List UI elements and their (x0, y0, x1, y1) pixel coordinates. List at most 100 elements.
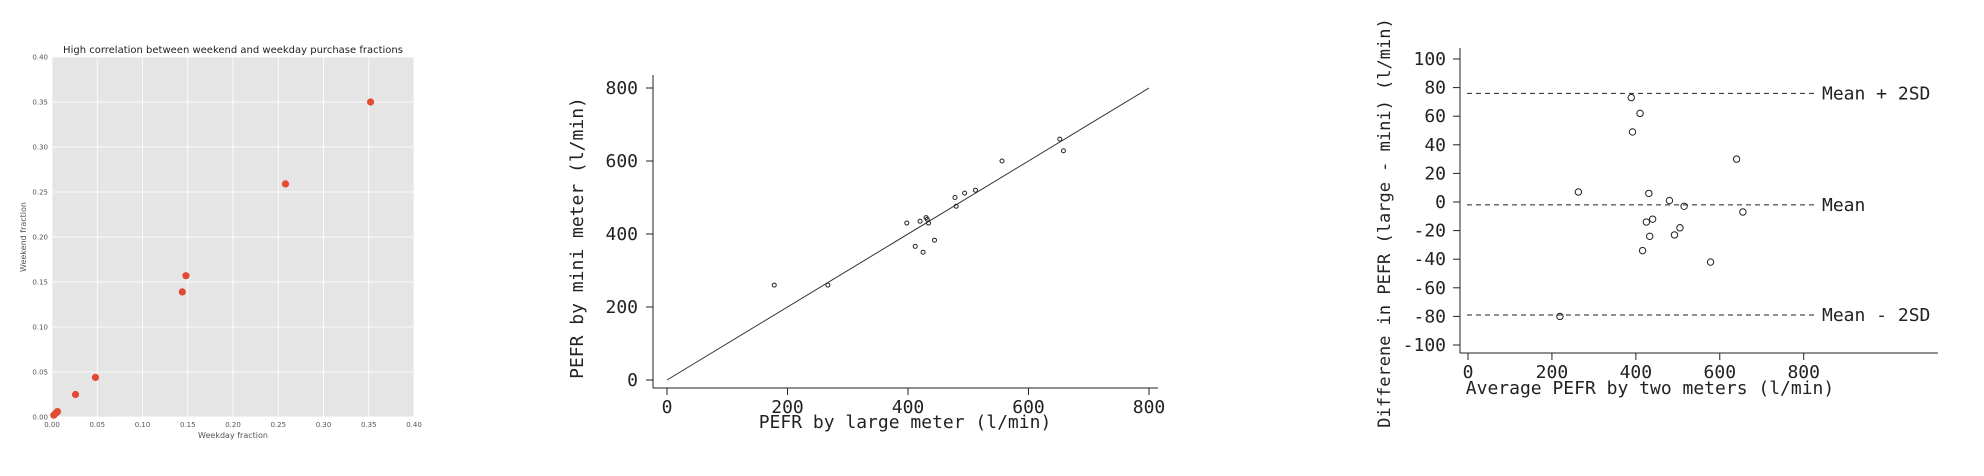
chart-1-gridlines (51, 56, 415, 418)
chart-2-x-tick-label: 600 (1012, 397, 1045, 418)
chart-2-data-point (771, 282, 777, 288)
chart-2-points (771, 136, 1066, 288)
chart-2-data-point (1057, 136, 1063, 142)
chart-1-data-point (71, 390, 80, 399)
chart-2-y-tick-label: 400 (605, 224, 638, 245)
chart-2-data-point (1060, 148, 1066, 154)
chart-3-y-ticks: 100 80 60 40 20 0 -20 -40 -60 -80 -100 (1403, 49, 1460, 356)
chart-1-x-tick-label: 0.25 (270, 421, 286, 429)
chart-2-data-point (912, 243, 918, 249)
chart-2-line-of-equality (666, 87, 1150, 381)
chart-3-y-tick-label: -40 (1413, 249, 1446, 270)
chart-3-data-point (1706, 258, 1715, 266)
chart-2-x-tick-label: 400 (892, 397, 925, 418)
chart-1-y-tick-label: 0.35 (32, 99, 48, 107)
chart-2-y-tick-label: 800 (605, 78, 638, 99)
chart-3-data-point (1680, 202, 1688, 210)
chart-2-data-point (999, 158, 1005, 164)
chart-1-data-point (182, 272, 190, 280)
chart-2-data-point (920, 249, 926, 255)
chart-3-y-axis-label: Differene in PEFR (large - mini) (l/min) (1375, 18, 1395, 427)
chart-1-x-tick-label: 0.10 (135, 421, 151, 429)
chart-2-y-axis-label: PEFR by mini meter (l/min) (567, 97, 588, 379)
chart-3-y-tick-label: -20 (1413, 221, 1446, 242)
chart-3-mean-label: Mean (1822, 195, 1865, 216)
chart-3-data-point (1574, 188, 1583, 196)
chart-3-reference-lines: Mean + 2SD Mean Mean - 2SD (1467, 83, 1930, 326)
chart-1-x-tick-label: 0.35 (361, 421, 377, 429)
chart-3-data-point (1628, 128, 1637, 136)
chart-1-x-tick-label: 0.15 (180, 421, 196, 429)
chart-3-data-point (1665, 196, 1674, 205)
chart-3-y-tick-label: 20 (1424, 163, 1446, 184)
chart-1-weekend-vs-weekday: 0.00 0.05 0.10 0.15 0.20 0.25 0.30 0.35 0.40 0.0… (19, 45, 422, 440)
chart-3-y-tick-label: 60 (1424, 106, 1446, 127)
chart-1-y-tick-label: 0.40 (32, 54, 48, 62)
chart-2-x-axis-label: PEFR by large meter (l/min) (759, 412, 1052, 433)
chart-3-x-tick-label: 800 (1787, 362, 1820, 383)
chart-1-x-axis-label: Weekday fraction (198, 431, 268, 440)
chart-1-x-tick-label: 0.00 (44, 421, 60, 429)
chart-2-y-tick-label: 200 (605, 297, 638, 318)
chart-2-x-ticks: 0 200 400 600 800 (662, 388, 1166, 418)
chart-1-y-tick-label: 0.20 (32, 234, 48, 242)
chart-2-pefr-comparison: 0 200 400 600 800 0 200 400 600 800 PEFR by larg… (567, 75, 1165, 433)
chart-1-y-tick-label: 0.00 (32, 414, 48, 422)
chart-3-data-point (1642, 218, 1651, 226)
chart-3-y-tick-label: 0 (1435, 192, 1446, 213)
chart-2-y-tick-label: 600 (605, 151, 638, 172)
chart-3-bland-altman: 0 200 400 600 800 100806040200-20-40-60-80-1… (1375, 18, 1938, 428)
chart-1-y-axis-label: Weekend fraction (19, 202, 28, 272)
chart-2-x-tick-label: 200 (771, 397, 804, 418)
chart-3-data-point (1646, 232, 1654, 241)
chart-2-y-ticks: 0 200 400 600 800 (605, 78, 653, 391)
chart-2-data-point (962, 190, 968, 196)
chart-3-mean-2sd-label: Mean + 2SD (1822, 83, 1930, 104)
chart-1-data-point (366, 98, 375, 106)
chart-1-y-tick-label: 0.10 (32, 324, 48, 332)
chart-2-data-point (825, 282, 831, 288)
chart-1-data-point (53, 408, 62, 416)
chart-3-y-tick-label: -60 (1413, 278, 1446, 299)
chart-1-y-tick-label: 0.15 (32, 279, 48, 287)
chart-2-y-tick-label: 0 (627, 370, 638, 391)
chart-1-y-tick-label: 0.25 (32, 189, 48, 197)
chart-3-x-tick-label: 400 (1620, 362, 1653, 383)
chart-2-x-tick-label: 800 (1133, 397, 1166, 418)
chart-3-x-tick-label: 0 (1463, 362, 1474, 383)
chart-3-data-point (1638, 246, 1647, 255)
chart-3-y-tick-label: 80 (1424, 78, 1446, 99)
chart-3-data-point (1670, 231, 1679, 239)
chart-3-mean-2sd-label: Mean - 2SD (1822, 305, 1930, 326)
chart-3-y-tick-label: -100 (1403, 335, 1446, 356)
chart-2-data-point (932, 237, 938, 243)
chart-1-title: High correlation between weekend and wee… (63, 45, 403, 56)
chart-3-data-point (1636, 109, 1644, 118)
chart-1-y-tick-labels: 0.00 0.05 0.10 0.15 0.20 0.25 0.30 0.35 0.40 (32, 54, 48, 422)
chart-3-x-tick-label: 600 (1704, 362, 1737, 383)
chart-2-data-point (952, 195, 958, 200)
chart-1-x-tick-labels: 0.00 0.05 0.10 0.15 0.20 0.25 0.30 0.35 0.40 (44, 421, 422, 429)
chart-2-data-point (925, 220, 931, 226)
chart-3-data-point (1627, 93, 1635, 102)
chart-1-points (50, 98, 375, 419)
chart-1-y-tick-label: 0.30 (32, 144, 48, 152)
chart-2-data-point (953, 203, 959, 209)
chart-3-x-ticks: 0 200 400 600 800 (1463, 353, 1820, 383)
chart-1-x-tick-label: 0.30 (316, 421, 332, 429)
chart-3-data-point (1739, 208, 1747, 216)
chart-3-data-point (1556, 312, 1564, 321)
chart-3-points (1556, 93, 1747, 321)
chart-1-data-point (91, 373, 100, 381)
chart-3-x-tick-label: 200 (1536, 362, 1569, 383)
chart-2-data-point (972, 187, 978, 193)
chart-3-data-point (1676, 224, 1684, 232)
chart-3-data-point (1648, 215, 1657, 223)
chart-1-x-tick-label: 0.20 (225, 421, 241, 429)
chart-1-x-tick-label: 0.40 (406, 421, 422, 429)
chart-1-data-point (281, 180, 290, 188)
chart-3-data-point (1732, 155, 1741, 163)
chart-1-x-tick-label: 0.05 (89, 421, 105, 429)
chart-1-y-tick-label: 0.05 (32, 369, 48, 377)
